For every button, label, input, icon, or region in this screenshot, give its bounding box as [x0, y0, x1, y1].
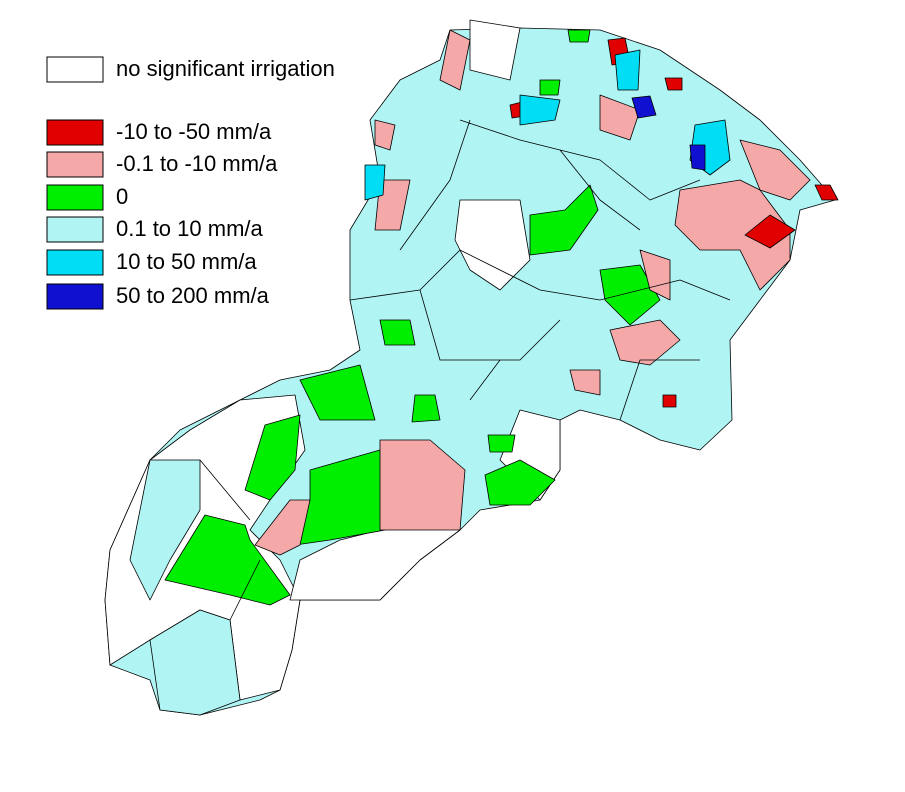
region: [364, 164, 386, 201]
region: [374, 119, 396, 151]
legend-label: no significant irrigation: [116, 56, 335, 81]
legend-swatch: [46, 184, 104, 211]
legend: no significant irrigation -10 to -50 mm/a…: [46, 56, 335, 310]
region: [614, 49, 641, 91]
region: [439, 29, 471, 91]
region: [689, 144, 706, 171]
map: [104, 19, 839, 716]
region: [662, 394, 677, 408]
region: [374, 179, 411, 231]
legend-swatch: [46, 119, 104, 146]
legend-label: 0.1 to 10 mm/a: [116, 216, 264, 241]
legend-label: 0: [116, 184, 128, 209]
region: [244, 414, 301, 501]
region: [379, 439, 466, 531]
legend-label: 50 to 200 mm/a: [116, 283, 270, 308]
region: [599, 94, 641, 141]
region: [469, 19, 521, 81]
legend-swatch: [46, 216, 104, 243]
boundary: [199, 119, 731, 621]
region: [631, 95, 657, 119]
region: [454, 199, 531, 291]
region: [254, 499, 311, 556]
region: [739, 139, 811, 201]
legend-swatch: [46, 151, 104, 178]
region: [814, 184, 839, 201]
region: [411, 394, 441, 423]
region: [609, 319, 681, 366]
region: [639, 249, 671, 301]
region: [149, 609, 241, 716]
region: [529, 184, 599, 256]
region: [674, 179, 791, 291]
region: [519, 94, 561, 126]
region: [379, 319, 416, 346]
region: [487, 434, 516, 453]
legend-label: -0.1 to -10 mm/a: [116, 151, 278, 176]
region: [567, 29, 591, 43]
legend-label: -10 to -50 mm/a: [116, 119, 272, 144]
region: [539, 79, 561, 96]
region: [599, 264, 661, 326]
region: [664, 77, 683, 91]
legend-swatch: [46, 283, 104, 310]
region: [164, 514, 291, 606]
legend-swatch: [46, 249, 104, 276]
region: [299, 364, 376, 421]
region: [744, 214, 796, 249]
region: [484, 459, 556, 506]
legend-swatch: [46, 56, 104, 83]
region: [569, 369, 601, 396]
legend-label: 10 to 50 mm/a: [116, 249, 257, 274]
